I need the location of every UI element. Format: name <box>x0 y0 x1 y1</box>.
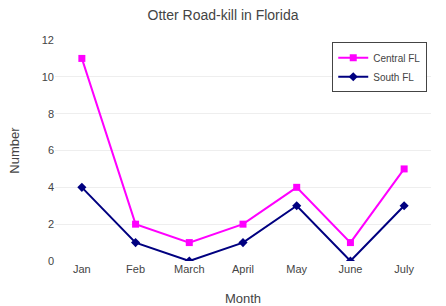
svg-text:Jan: Jan <box>73 263 91 275</box>
svg-text:6: 6 <box>48 144 54 156</box>
svg-text:May: May <box>286 263 307 275</box>
svg-text:12: 12 <box>42 34 54 46</box>
svg-text:South FL: South FL <box>373 72 414 83</box>
svg-text:4: 4 <box>48 181 54 193</box>
svg-text:Otter Road-kill in Florida: Otter Road-kill in Florida <box>148 7 299 23</box>
svg-text:10: 10 <box>42 71 54 83</box>
svg-text:Month: Month <box>225 291 261 306</box>
svg-text:April: April <box>232 263 254 275</box>
svg-text:Central FL: Central FL <box>373 53 420 64</box>
svg-text:2: 2 <box>48 218 54 230</box>
svg-text:8: 8 <box>48 108 54 120</box>
svg-text:July: July <box>394 263 414 275</box>
svg-text:March: March <box>174 263 205 275</box>
svg-text:Number: Number <box>7 127 22 174</box>
svg-text:0: 0 <box>48 255 54 267</box>
svg-text:June: June <box>339 263 363 275</box>
svg-text:Feb: Feb <box>126 263 145 275</box>
